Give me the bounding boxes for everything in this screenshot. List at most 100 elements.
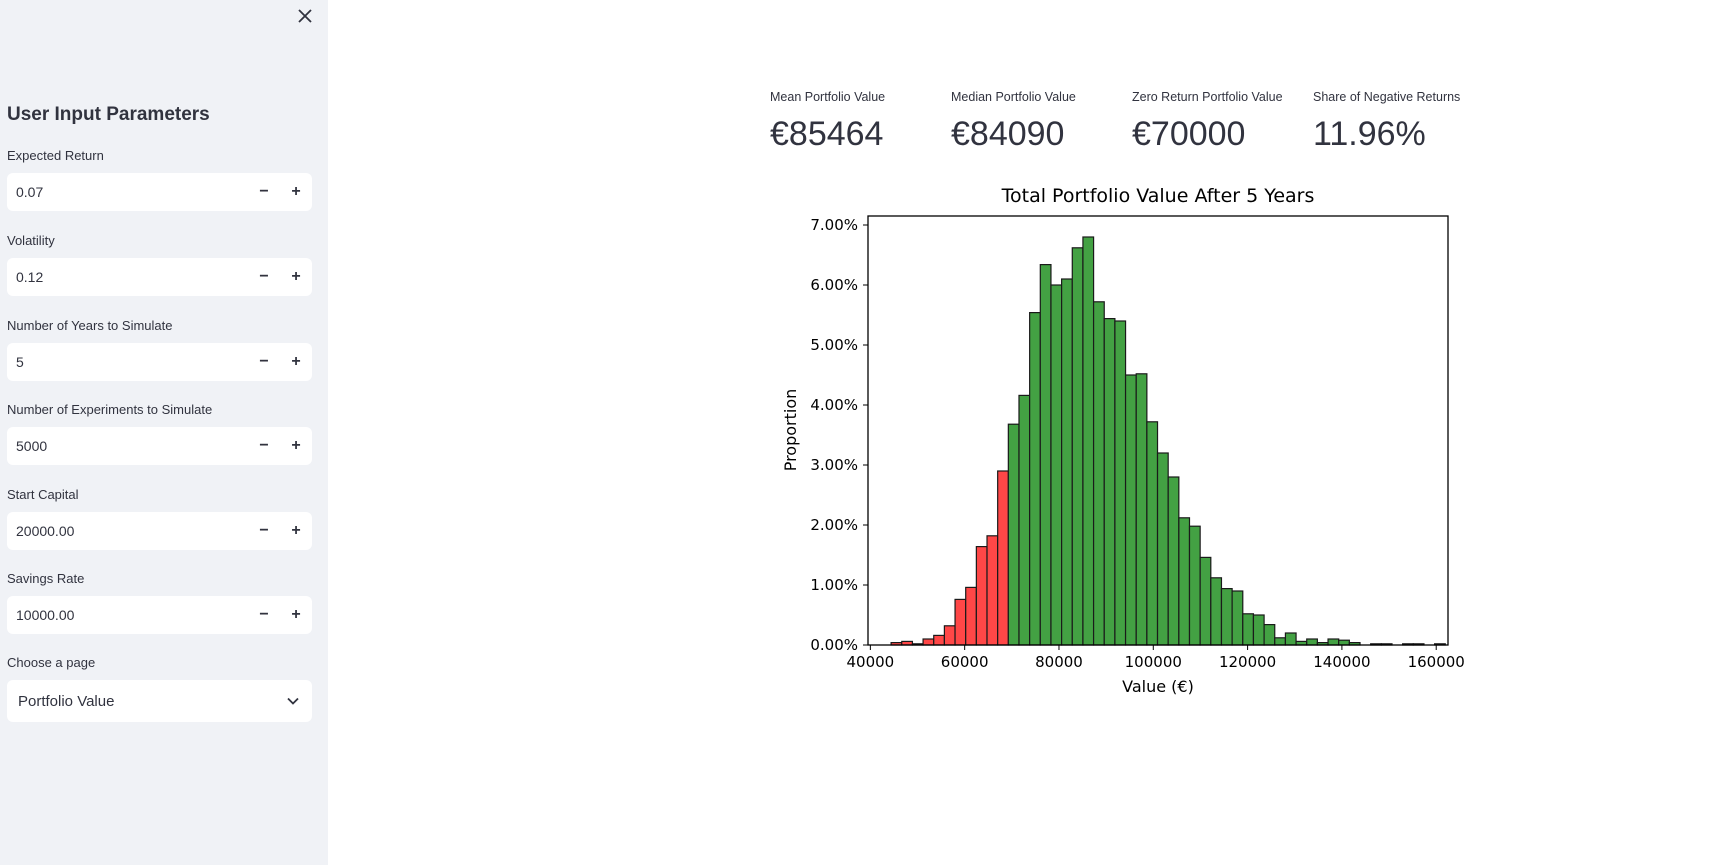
decrement-button[interactable]: − bbox=[259, 268, 269, 285]
histogram-bar bbox=[1156, 452, 1169, 646]
histogram-bar bbox=[1135, 373, 1148, 646]
metric-value: €85464 bbox=[770, 115, 884, 153]
y-tick-label: 4.00% bbox=[810, 396, 858, 414]
input-value[interactable]: 10000.00 bbox=[16, 607, 75, 623]
histogram-bar bbox=[1007, 423, 1020, 646]
input-value[interactable]: 20000.00 bbox=[16, 523, 75, 539]
decrement-button[interactable]: − bbox=[259, 606, 269, 623]
metric-label: Mean Portfolio Value bbox=[770, 90, 886, 104]
sidebar-title: User Input Parameters bbox=[7, 104, 210, 125]
histogram-bar bbox=[943, 625, 956, 646]
field-label: Number of Experiments to Simulate bbox=[7, 402, 213, 417]
page-select-field: Choose a page Portfolio Value bbox=[7, 653, 312, 722]
years-input[interactable]: 5 − + bbox=[7, 343, 312, 381]
page-select[interactable]: Portfolio Value bbox=[7, 680, 312, 722]
field-label: Savings Rate bbox=[7, 571, 85, 586]
expected-return-field: Expected Return 0.07 − + bbox=[7, 146, 312, 211]
increment-button[interactable]: + bbox=[291, 268, 301, 285]
input-value[interactable]: 5000 bbox=[16, 438, 48, 454]
expected-return-input[interactable]: 0.07 − + bbox=[7, 173, 312, 211]
histogram-bar bbox=[1188, 525, 1201, 646]
x-tick-label: 140000 bbox=[1313, 653, 1370, 671]
histogram-bar bbox=[965, 586, 977, 646]
input-value[interactable]: 5 bbox=[16, 354, 24, 370]
x-axis-label: Value (€) bbox=[1122, 677, 1194, 695]
y-tick-label: 3.00% bbox=[810, 456, 858, 474]
histogram-bar bbox=[1338, 639, 1350, 646]
plot-frame bbox=[867, 215, 1449, 646]
metric-label: Zero Return Portfolio Value bbox=[1132, 90, 1283, 104]
histogram-bar bbox=[1029, 312, 1041, 646]
histogram-bar bbox=[975, 546, 988, 646]
metric-value: €84090 bbox=[951, 115, 1065, 153]
histogram-bar bbox=[1178, 517, 1191, 646]
field-label: Volatility bbox=[7, 233, 55, 248]
histogram-bar bbox=[1327, 638, 1340, 646]
experiments-field: Number of Experiments to Simulate 5000 −… bbox=[7, 400, 312, 465]
histogram-bar bbox=[1124, 374, 1137, 646]
chevron-down-icon bbox=[287, 697, 299, 705]
savings-rate-input[interactable]: 10000.00 − + bbox=[7, 596, 312, 634]
increment-button[interactable]: + bbox=[291, 353, 301, 370]
increment-button[interactable]: + bbox=[291, 522, 301, 539]
axes-group: 40000 60000 80000 100000 120000 140000 160000 0… bbox=[810, 215, 1465, 671]
histogram-bar bbox=[954, 598, 967, 646]
increment-button[interactable]: + bbox=[291, 183, 301, 200]
histogram-bar bbox=[1061, 278, 1073, 646]
select-value[interactable]: Portfolio Value bbox=[18, 692, 115, 710]
y-tick-label: 6.00% bbox=[810, 276, 858, 294]
input-value[interactable]: 0.07 bbox=[16, 184, 44, 200]
histogram-bar bbox=[1231, 590, 1244, 646]
x-tick-label: 120000 bbox=[1219, 653, 1276, 671]
histogram-bar bbox=[1242, 613, 1255, 646]
close-icon bbox=[298, 9, 312, 23]
histogram-bar bbox=[986, 535, 999, 646]
decrement-button[interactable]: − bbox=[259, 437, 269, 454]
y-tick-label: 1.00% bbox=[810, 576, 858, 594]
histogram-bar bbox=[1146, 421, 1159, 646]
y-tick-label: 5.00% bbox=[810, 336, 858, 354]
experiments-input[interactable]: 5000 − + bbox=[7, 427, 312, 465]
histogram-bar bbox=[1050, 284, 1063, 646]
close-sidebar-button[interactable] bbox=[293, 4, 317, 28]
decrement-button[interactable]: − bbox=[259, 183, 269, 200]
x-tick-label: 60000 bbox=[941, 653, 989, 671]
metric-negative-share: Share of Negative Returns 11.96% bbox=[1313, 88, 1460, 152]
increment-button[interactable]: + bbox=[291, 606, 301, 623]
field-label: Number of Years to Simulate bbox=[7, 318, 173, 333]
histogram-bar bbox=[1092, 301, 1105, 646]
histogram-bar bbox=[997, 470, 1009, 646]
metric-label: Share of Negative Returns bbox=[1313, 90, 1461, 104]
decrement-button[interactable]: − bbox=[259, 353, 269, 370]
y-tick-label: 0.00% bbox=[810, 636, 858, 654]
histogram-bar bbox=[1018, 394, 1031, 646]
start-capital-field: Start Capital 20000.00 − + bbox=[7, 485, 312, 550]
y-tick-label: 7.00% bbox=[810, 216, 858, 234]
histogram-bar bbox=[1274, 637, 1287, 646]
years-field: Number of Years to Simulate 5 − + bbox=[7, 316, 312, 381]
metric-value: €70000 bbox=[1132, 115, 1246, 153]
histogram-chart: Total Portfolio Value After 5 Years 4000… bbox=[781, 185, 1465, 695]
histogram-bar bbox=[1114, 320, 1127, 646]
x-tick-label: 80000 bbox=[1035, 653, 1083, 671]
volatility-input[interactable]: 0.12 − + bbox=[7, 258, 312, 296]
increment-button[interactable]: + bbox=[291, 437, 301, 454]
field-label: Choose a page bbox=[7, 655, 96, 670]
y-axis-label: Proportion bbox=[781, 389, 800, 472]
x-tick-label: 160000 bbox=[1408, 653, 1465, 671]
metric-zero-return: Zero Return Portfolio Value €70000 bbox=[1132, 88, 1283, 152]
histogram-bar bbox=[1306, 638, 1318, 646]
sidebar: User Input Parameters Expected Return 0.… bbox=[0, 0, 328, 865]
histogram-bar bbox=[1210, 577, 1223, 646]
chart-title: Total Portfolio Value After 5 Years bbox=[1001, 185, 1315, 207]
input-value[interactable]: 0.12 bbox=[16, 269, 44, 285]
start-capital-input[interactable]: 20000.00 − + bbox=[7, 512, 312, 550]
histogram-bar bbox=[1071, 247, 1084, 646]
decrement-button[interactable]: − bbox=[259, 522, 269, 539]
volatility-field: Volatility 0.12 − + bbox=[7, 231, 312, 296]
histogram-bar bbox=[1082, 236, 1095, 646]
histogram-bar bbox=[933, 634, 945, 646]
field-label: Expected Return bbox=[7, 148, 104, 163]
x-tick-label: 100000 bbox=[1125, 653, 1182, 671]
histogram-bar bbox=[1220, 588, 1233, 646]
